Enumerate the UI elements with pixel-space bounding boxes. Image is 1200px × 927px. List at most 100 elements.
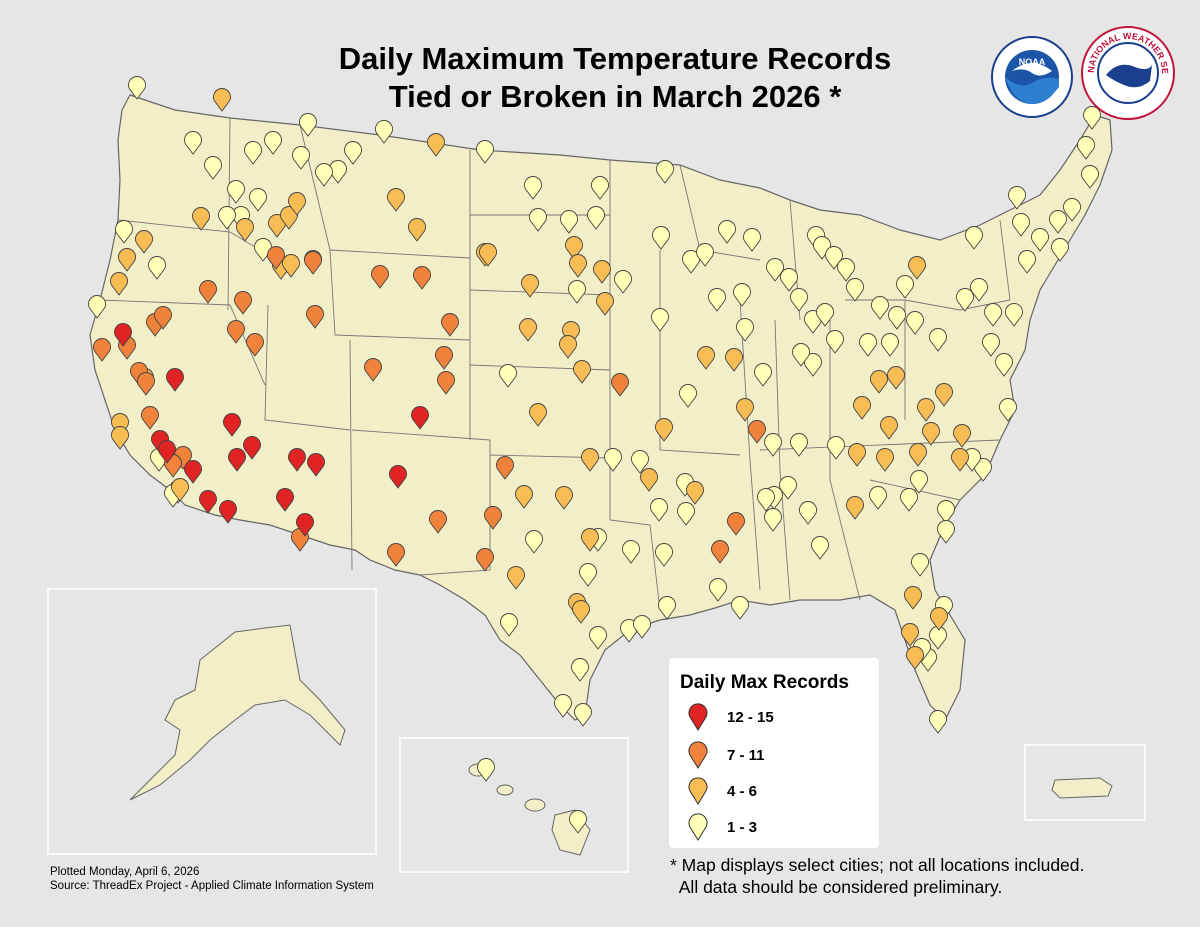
record-marker-1-3 <box>881 333 899 357</box>
record-marker-1-3 <box>869 486 887 510</box>
record-marker-1-3 <box>718 220 736 244</box>
legend-marker-icon <box>688 741 708 769</box>
record-marker-1-3 <box>633 615 651 639</box>
plot-info: Plotted Monday, April 6, 2026 Source: Th… <box>50 865 374 893</box>
record-marker-1-3 <box>651 308 669 332</box>
record-marker-4-6 <box>640 468 658 492</box>
record-marker-1-3 <box>264 131 282 155</box>
record-marker-1-3 <box>757 488 775 512</box>
record-marker-4-6 <box>951 448 969 472</box>
record-marker-1-3 <box>1049 210 1067 234</box>
record-marker-1-3 <box>764 508 782 532</box>
legend-marker-icon <box>688 777 708 805</box>
record-marker-7-11 <box>496 456 514 480</box>
legend-item-7-11: 7 - 11 <box>687 741 765 769</box>
footnote-line-1: * Map displays select cities; not all lo… <box>670 855 1085 875</box>
record-marker-4-6 <box>280 206 298 230</box>
record-marker-7-11 <box>476 548 494 572</box>
record-marker-1-3 <box>811 536 829 560</box>
record-marker-1-3 <box>569 810 587 834</box>
record-marker-4-6 <box>853 396 871 420</box>
record-marker-7-11 <box>246 333 264 357</box>
record-marker-12-15 <box>288 448 306 472</box>
legend-item-12-15: 12 - 15 <box>687 703 774 731</box>
record-marker-1-3 <box>935 596 953 620</box>
record-marker-7-11 <box>371 265 389 289</box>
record-marker-1-3 <box>790 288 808 312</box>
record-markers <box>88 76 1101 834</box>
record-marker-1-3 <box>1051 238 1069 262</box>
record-marker-1-3 <box>658 596 676 620</box>
record-marker-1-3 <box>813 236 831 260</box>
record-marker-12-15 <box>199 490 217 514</box>
record-marker-7-11 <box>137 372 155 396</box>
record-marker-4-6 <box>427 133 445 157</box>
record-marker-1-3 <box>299 113 317 137</box>
record-marker-1-3 <box>115 220 133 244</box>
record-marker-4-6 <box>387 188 405 212</box>
record-marker-1-3 <box>790 433 808 457</box>
record-marker-4-6 <box>846 496 864 520</box>
record-marker-1-3 <box>999 398 1017 422</box>
record-marker-1-3 <box>792 343 810 367</box>
record-marker-12-15 <box>296 513 314 537</box>
record-marker-1-3 <box>315 163 333 187</box>
record-marker-1-3 <box>554 694 572 718</box>
record-marker-7-11 <box>234 291 252 315</box>
record-marker-4-6 <box>565 236 583 260</box>
legend-marker-icon <box>688 703 708 731</box>
record-marker-4-6 <box>408 218 426 242</box>
alaska-inset-frame <box>47 588 377 855</box>
record-marker-1-3 <box>743 228 761 252</box>
record-marker-1-3 <box>604 448 622 472</box>
record-marker-1-3 <box>227 180 245 204</box>
record-marker-4-6 <box>236 218 254 242</box>
record-marker-1-3 <box>1077 136 1095 160</box>
record-marker-4-6 <box>118 248 136 272</box>
record-marker-4-6 <box>593 260 611 284</box>
record-marker-1-3 <box>184 131 202 155</box>
record-marker-1-3 <box>1081 165 1099 189</box>
record-marker-7-11 <box>387 543 405 567</box>
record-marker-1-3 <box>871 296 889 320</box>
record-marker-4-6 <box>736 398 754 422</box>
record-marker-1-3 <box>656 160 674 184</box>
record-marker-4-6 <box>725 348 743 372</box>
record-marker-1-3 <box>982 333 1000 357</box>
legend-item-1-3: 1 - 3 <box>687 813 757 841</box>
record-marker-7-11 <box>435 346 453 370</box>
record-marker-4-6 <box>569 254 587 278</box>
title-line-2: Tied or Broken in March 2026 * <box>388 79 842 114</box>
record-marker-4-6 <box>697 346 715 370</box>
record-marker-4-6 <box>521 274 539 298</box>
record-marker-1-3 <box>631 450 649 474</box>
record-marker-1-3 <box>709 578 727 602</box>
record-marker-4-6 <box>870 370 888 394</box>
legend-label: 7 - 11 <box>727 746 765 764</box>
record-marker-4-6 <box>935 383 953 407</box>
record-marker-4-6 <box>901 623 919 647</box>
record-marker-12-15 <box>158 440 176 464</box>
record-marker-4-6 <box>917 398 935 422</box>
record-marker-1-3 <box>1005 303 1023 327</box>
record-marker-4-6 <box>111 426 129 450</box>
record-marker-4-6 <box>282 254 300 278</box>
record-marker-1-3 <box>148 256 166 280</box>
record-marker-4-6 <box>848 443 866 467</box>
record-marker-1-3 <box>995 353 1013 377</box>
record-marker-1-3 <box>650 498 668 522</box>
record-marker-4-6 <box>887 366 905 390</box>
record-marker-7-11 <box>437 371 455 395</box>
record-marker-1-3 <box>937 500 955 524</box>
record-marker-4-6 <box>953 424 971 448</box>
record-marker-1-3 <box>837 258 855 282</box>
legend-label: 4 - 6 <box>727 782 758 800</box>
record-marker-1-3 <box>984 303 1002 327</box>
record-marker-7-11 <box>727 512 745 536</box>
record-marker-7-11 <box>441 313 459 337</box>
record-marker-1-3 <box>888 306 906 330</box>
legend-label: 12 - 15 <box>727 708 774 726</box>
record-marker-7-11 <box>304 251 322 275</box>
record-marker-1-3 <box>249 188 267 212</box>
record-marker-12-15 <box>228 448 246 472</box>
